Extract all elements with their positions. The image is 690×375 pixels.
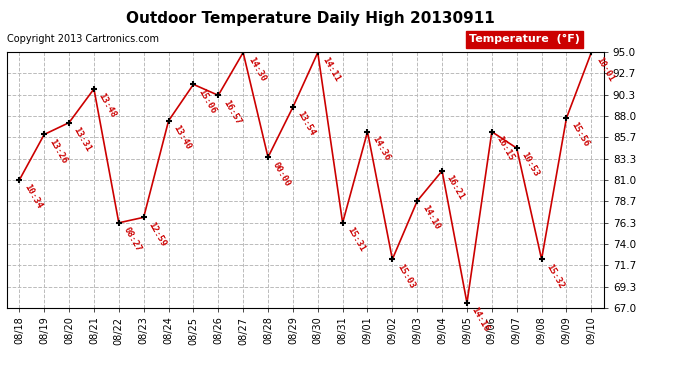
Point — [486, 129, 497, 135]
Point — [213, 92, 224, 98]
Text: 16:15: 16:15 — [495, 135, 516, 162]
Point — [138, 214, 149, 220]
Text: 15:32: 15:32 — [544, 262, 566, 290]
Text: 14:36: 14:36 — [371, 135, 391, 162]
Point — [337, 220, 348, 226]
Text: 14:30: 14:30 — [246, 55, 267, 83]
Point — [561, 115, 572, 121]
Text: 13:31: 13:31 — [72, 125, 93, 153]
Text: 15:31: 15:31 — [346, 226, 366, 254]
Text: 13:54: 13:54 — [296, 110, 317, 138]
Text: 12:59: 12:59 — [146, 220, 168, 248]
Text: Copyright 2013 Cartronics.com: Copyright 2013 Cartronics.com — [7, 34, 159, 44]
Point — [14, 177, 25, 183]
Text: 00:00: 00:00 — [270, 160, 292, 188]
Point — [163, 118, 174, 124]
Text: 16:57: 16:57 — [221, 98, 242, 126]
Text: 15:03: 15:03 — [395, 262, 416, 290]
Point — [462, 300, 473, 306]
Point — [262, 154, 273, 160]
Point — [412, 198, 423, 204]
Point — [39, 132, 50, 138]
Text: 14:16: 14:16 — [470, 306, 491, 333]
Text: Temperature  (°F): Temperature (°F) — [469, 34, 580, 44]
Text: 13:40: 13:40 — [171, 124, 193, 152]
Point — [586, 50, 597, 55]
Text: 10:53: 10:53 — [520, 151, 541, 178]
Text: 13:48: 13:48 — [97, 92, 118, 120]
Point — [113, 220, 124, 226]
Point — [188, 81, 199, 87]
Text: 15:06: 15:06 — [196, 87, 217, 115]
Point — [536, 256, 547, 262]
Point — [362, 129, 373, 135]
Text: 16:21: 16:21 — [445, 174, 466, 201]
Point — [313, 50, 324, 55]
Text: 14:11: 14:11 — [321, 55, 342, 83]
Point — [287, 104, 298, 110]
Point — [511, 145, 522, 151]
Text: 15:56: 15:56 — [569, 121, 591, 148]
Text: 13:26: 13:26 — [47, 137, 68, 165]
Point — [63, 120, 75, 126]
Point — [88, 86, 99, 92]
Text: 14:10: 14:10 — [420, 204, 441, 231]
Text: Outdoor Temperature Daily High 20130911: Outdoor Temperature Daily High 20130911 — [126, 11, 495, 26]
Point — [237, 50, 248, 55]
Point — [387, 256, 398, 262]
Point — [437, 168, 448, 174]
Text: 10:34: 10:34 — [22, 183, 43, 210]
Text: 10:01: 10:01 — [594, 55, 615, 83]
Text: 08:27: 08:27 — [121, 226, 143, 254]
